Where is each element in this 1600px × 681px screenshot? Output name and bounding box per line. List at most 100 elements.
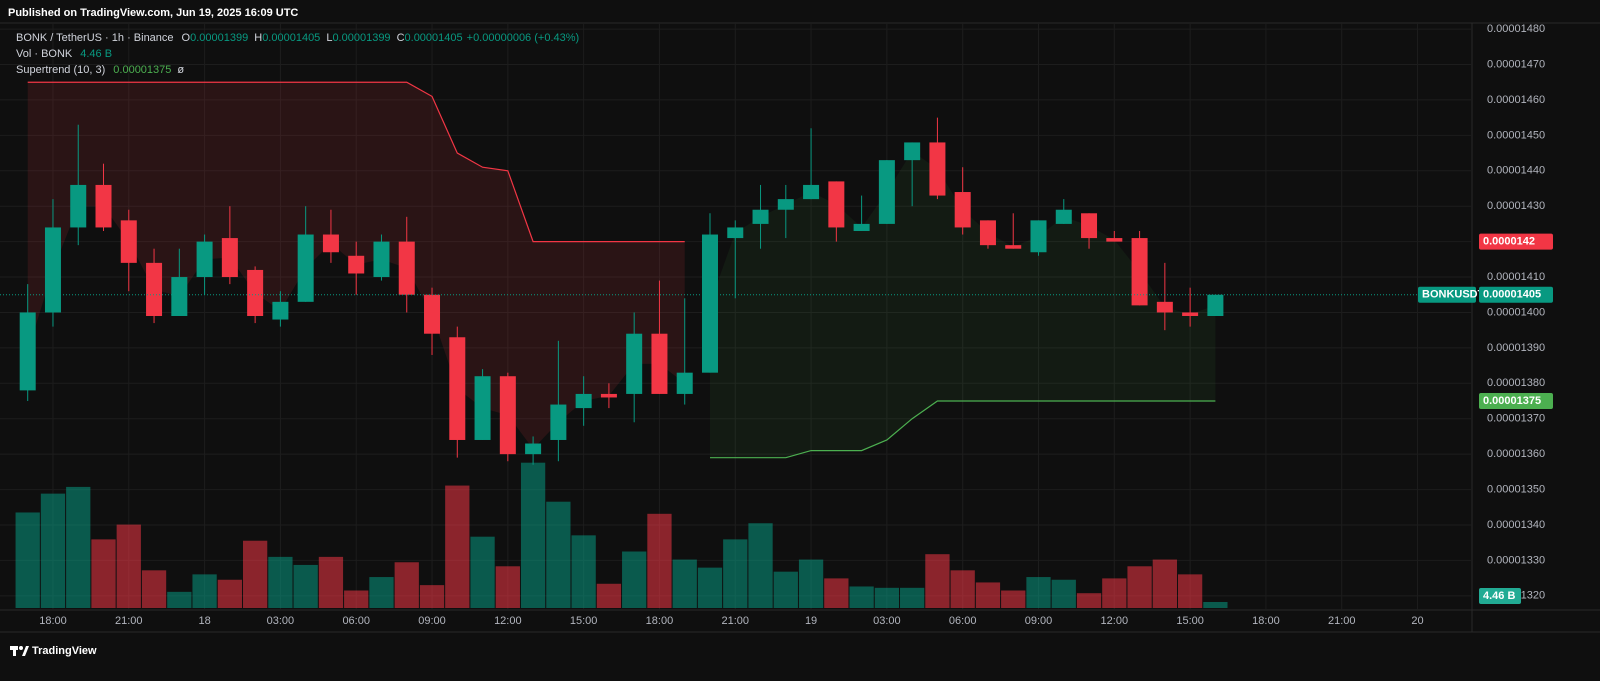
candle-body xyxy=(626,333,643,394)
volume-bar xyxy=(1102,578,1127,608)
x-tick-label: 06:00 xyxy=(342,615,370,627)
candle-body xyxy=(499,376,516,455)
candle-body xyxy=(146,262,163,316)
y-tick-label: 0.00001340 xyxy=(1487,519,1545,531)
volume-bar xyxy=(1076,593,1102,608)
y-tick-label: 0.00001470 xyxy=(1487,58,1545,70)
candle-body xyxy=(474,376,491,440)
x-tick-label: 06:00 xyxy=(949,615,977,627)
volume-bar xyxy=(344,590,369,608)
volume-bar xyxy=(1177,574,1203,608)
volume-bar xyxy=(445,485,470,608)
y-tick-label: 0.00001480 xyxy=(1487,23,1545,35)
brand-logo xyxy=(10,646,29,656)
supertrend-line xyxy=(27,81,685,243)
volume-bar xyxy=(1203,601,1228,608)
volume-bar xyxy=(925,554,950,608)
candle-body xyxy=(1081,213,1098,239)
candle-body xyxy=(1005,245,1022,249)
volume-bar xyxy=(116,524,141,608)
supertrend-down-badge: 0.0000142 xyxy=(1483,236,1535,248)
candle-body xyxy=(1182,312,1199,316)
volume-bar xyxy=(647,513,672,608)
candle-body xyxy=(221,238,238,278)
x-tick-label: 18 xyxy=(198,615,210,627)
candle-body xyxy=(70,184,87,228)
x-tick-label: 21:00 xyxy=(115,615,143,627)
candle-body xyxy=(272,301,289,320)
candle-body xyxy=(550,404,567,440)
y-tick-label: 0.00001360 xyxy=(1487,448,1545,460)
candle-body xyxy=(676,372,693,394)
candle-body xyxy=(1106,238,1123,242)
supertrend-down-badge-bg xyxy=(1479,233,1553,250)
candle-body xyxy=(929,142,946,196)
candle-body xyxy=(120,220,137,263)
legend-key: O xyxy=(182,32,191,44)
volume-bar xyxy=(242,540,268,608)
volume-bar xyxy=(369,577,394,608)
candle-body xyxy=(979,220,996,246)
candle-body xyxy=(878,160,895,224)
volume-bar xyxy=(773,571,798,608)
y-tick-label: 0.00001390 xyxy=(1487,342,1545,354)
volume-bar xyxy=(419,585,445,608)
volume-bar xyxy=(950,570,975,608)
legend-supertrend-name: Supertrend (10, 3) xyxy=(16,64,105,76)
candle-body xyxy=(828,181,845,228)
volume-bar xyxy=(268,556,293,608)
candle-body xyxy=(398,241,415,295)
candle-body xyxy=(449,337,466,440)
candle-body xyxy=(853,223,870,231)
volume-bar xyxy=(824,578,849,608)
volume-bar xyxy=(520,462,546,608)
legend-value: 0.00001399 xyxy=(332,32,390,44)
candle-body xyxy=(525,443,542,455)
legend-key: H xyxy=(254,32,262,44)
legend-supertrend: Supertrend (10, 3) 0.00001375 ø xyxy=(16,64,184,76)
volume-bar xyxy=(900,587,925,608)
x-tick-label: 03:00 xyxy=(267,615,295,627)
legend-volume-name: Vol · BONK xyxy=(16,48,73,60)
last-price-badge-bg xyxy=(1479,286,1553,303)
candle-body xyxy=(575,393,592,409)
volume-bar xyxy=(748,523,773,608)
y-tick-label: 0.00001410 xyxy=(1487,271,1545,283)
volume-bar xyxy=(167,591,192,608)
supertrend-line xyxy=(709,400,1216,459)
x-tick-label: 18:00 xyxy=(1252,615,1280,627)
candle-body xyxy=(348,255,365,274)
legend-volume-value: 4.46 B xyxy=(80,48,112,60)
volume-bar xyxy=(1152,559,1177,608)
candle-body xyxy=(95,184,112,228)
candle-body xyxy=(297,234,314,302)
supertrend-fill xyxy=(27,82,685,449)
candle-body xyxy=(727,227,744,239)
x-tick-label: 18:00 xyxy=(646,615,674,627)
x-tick-label: 20 xyxy=(1411,615,1423,627)
volume-bars xyxy=(15,462,1228,608)
x-tick-label: 15:00 xyxy=(570,615,598,627)
candle-body xyxy=(752,209,769,224)
volume-bar xyxy=(1001,590,1026,608)
legend-value: 0.00001399 xyxy=(190,32,248,44)
supertrend-up-badge: 0.00001375 xyxy=(1483,395,1541,407)
y-tick-label: 0.00001430 xyxy=(1487,200,1545,212)
y-tick-label: 0.00001380 xyxy=(1487,377,1545,389)
candle-body xyxy=(600,393,617,398)
x-tick-label: 12:00 xyxy=(1101,615,1129,627)
legend-value: 0.00001405 xyxy=(262,32,320,44)
volume-bar xyxy=(66,486,91,608)
candle-body xyxy=(904,142,921,161)
legend-volume: Vol · BONK 4.46 B xyxy=(16,48,112,60)
candle-body xyxy=(803,184,820,200)
x-tick-label: 18:00 xyxy=(39,615,67,627)
volume-badge-bg xyxy=(1479,587,1521,604)
candle-body xyxy=(19,312,36,391)
volume-bar xyxy=(798,559,824,608)
volume-badge: 4.46 B xyxy=(1483,590,1515,602)
legend-supertrend-value: 0.00001375 xyxy=(113,64,171,76)
candle-body xyxy=(651,333,668,394)
candle-body xyxy=(424,294,441,334)
